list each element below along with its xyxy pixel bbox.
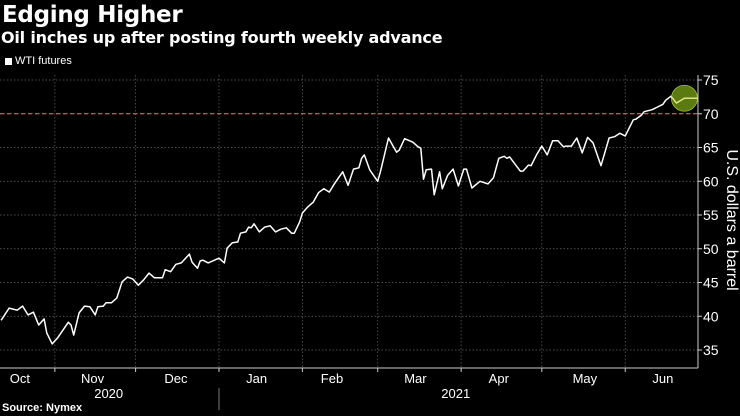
x-tick-label: Jun xyxy=(652,371,673,386)
x-tick-label: Oct xyxy=(10,371,31,386)
y-tick-label: 35 xyxy=(703,342,719,358)
x-tick-label: Jan xyxy=(246,371,267,386)
highlighted-line-segment xyxy=(670,95,698,104)
legend-swatch-icon xyxy=(5,57,12,65)
y-tick-label: 40 xyxy=(703,308,719,324)
legend: WTI futures xyxy=(5,55,72,67)
y-tick-label: 70 xyxy=(703,106,719,122)
year-label: 2021 xyxy=(441,386,470,401)
y-tick-label: 55 xyxy=(703,207,719,223)
wti-futures-line xyxy=(0,95,698,345)
y-axis-label: U.S. dollars a barrel xyxy=(723,149,740,290)
x-tick-label: Dec xyxy=(164,371,188,386)
year-label: 2020 xyxy=(94,386,123,401)
x-tick-label: May xyxy=(573,371,598,386)
legend-label: WTI futures xyxy=(15,55,72,67)
x-tick-label: Feb xyxy=(321,371,343,386)
y-tick-label: 50 xyxy=(703,241,719,257)
x-tick-label: Mar xyxy=(404,371,427,386)
source-note: Source: Nymex xyxy=(2,402,83,414)
x-tick-label: Apr xyxy=(489,371,510,386)
y-tick-label: 60 xyxy=(703,173,719,189)
chart-title: Edging Higher xyxy=(2,2,183,28)
x-tick-label: Nov xyxy=(81,371,105,386)
y-tick-label: 75 xyxy=(703,72,719,88)
y-tick-label: 65 xyxy=(703,140,719,156)
y-tick-label: 45 xyxy=(703,275,719,291)
chart-subtitle: Oil inches up after posting fourth weekl… xyxy=(1,28,443,47)
